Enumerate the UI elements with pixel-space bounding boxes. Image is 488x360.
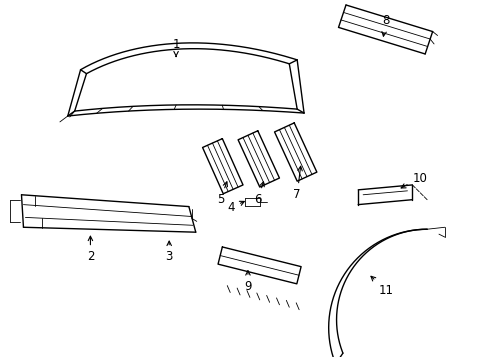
Text: 9: 9 [244, 271, 251, 293]
Text: 7: 7 [293, 166, 302, 201]
Text: 5: 5 [216, 182, 227, 206]
Text: 1: 1 [172, 38, 180, 57]
Text: 4: 4 [227, 201, 244, 214]
Text: 6: 6 [254, 182, 264, 206]
Text: 8: 8 [381, 14, 388, 36]
Text: 3: 3 [165, 241, 173, 263]
Text: 10: 10 [400, 171, 427, 188]
Text: 2: 2 [86, 236, 94, 263]
Text: 11: 11 [370, 276, 392, 297]
